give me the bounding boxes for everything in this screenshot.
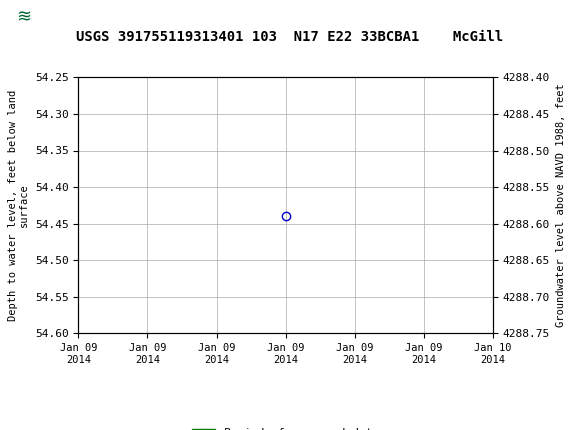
Text: USGS: USGS <box>58 8 109 26</box>
Y-axis label: Groundwater level above NAVD 1988, feet: Groundwater level above NAVD 1988, feet <box>556 83 566 327</box>
Text: ≋: ≋ <box>16 8 31 26</box>
Y-axis label: Depth to water level, feet below land
surface: Depth to water level, feet below land su… <box>8 90 29 321</box>
FancyBboxPatch shape <box>3 3 43 32</box>
Text: USGS 391755119313401 103  N17 E22 33BCBA1    McGill: USGS 391755119313401 103 N17 E22 33BCBA1… <box>77 30 503 43</box>
Legend: Period of approved data: Period of approved data <box>188 424 383 430</box>
